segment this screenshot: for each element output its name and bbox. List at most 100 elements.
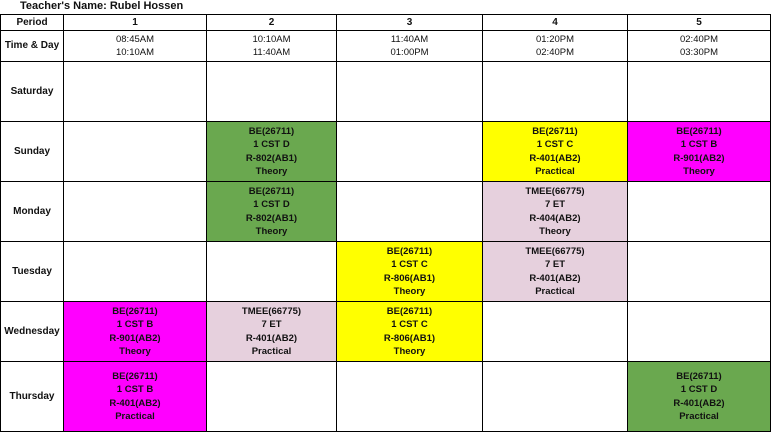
time-start: 08:45AM	[115, 33, 155, 45]
time-start: 11:40AM	[390, 33, 429, 45]
slot-course: BE(26711)	[248, 185, 295, 197]
time-end: 10:10AM	[115, 47, 155, 58]
teacher-name: Teacher's Name: Rubel Hossen	[20, 0, 184, 12]
day-row: Saturday	[0, 61, 771, 122]
empty-slot	[627, 241, 771, 302]
slot-group: 1 CST D	[680, 384, 718, 395]
slot-group: 1 CST B	[116, 384, 154, 395]
slot-type: Theory	[119, 346, 151, 357]
day-label: Wednesday	[0, 301, 64, 362]
slot-group: 1 CST B	[116, 319, 154, 330]
class-slot: BE(26711) 1 CST C R-806(AB1) Theory	[336, 301, 483, 362]
class-slot: BE(26711) 1 CST B R-901(AB2) Theory	[63, 301, 207, 362]
empty-slot	[336, 361, 483, 432]
class-slot: TMEE(66775) 7 ET R-401(AB2) Practical	[482, 241, 628, 302]
slot-type: Theory	[683, 166, 715, 177]
slot-room: R-401(AB2)	[529, 272, 581, 284]
slot-group: 7 ET	[544, 259, 566, 270]
empty-slot	[627, 61, 771, 122]
slot-type: Practical	[535, 286, 575, 297]
slot-type: Theory	[255, 226, 288, 237]
period-number: 4	[482, 14, 628, 31]
slot-course: TMEE(66775)	[525, 245, 585, 257]
day-label: Sunday	[0, 121, 64, 182]
period-number: 1	[63, 14, 207, 31]
slot-group: 1 CST D	[253, 199, 290, 210]
empty-slot	[63, 181, 207, 242]
day-label: Monday	[0, 181, 64, 242]
time-end: 03:30PM	[679, 47, 719, 58]
empty-slot	[627, 301, 771, 362]
slot-group: 7 ET	[261, 319, 282, 330]
class-slot: TMEE(66775) 7 ET R-401(AB2) Practical	[206, 301, 337, 362]
slot-room: R-401(AB2)	[245, 332, 298, 344]
class-slot: BE(26711) 1 CST D R-802(AB1) Theory	[206, 181, 337, 242]
slot-course: BE(26711)	[676, 370, 722, 382]
class-slot: TMEE(66775) 7 ET R-404(AB2) Theory	[482, 181, 628, 242]
day-label: Tuesday	[0, 241, 64, 302]
slot-room: R-806(AB1)	[383, 272, 436, 284]
period-time: 11:40AM 01:00PM	[336, 30, 483, 62]
time-start: 02:40PM	[679, 33, 719, 45]
empty-slot	[482, 61, 628, 122]
slot-type: Practical	[251, 346, 292, 357]
slot-group: 1 CST B	[680, 139, 718, 150]
class-slot: BE(26711) 1 CST D R-401(AB2) Practical	[627, 361, 771, 432]
slot-room: R-901(AB2)	[109, 332, 161, 344]
time-end: 01:00PM	[390, 47, 429, 58]
slot-group: 1 CST D	[253, 139, 290, 150]
time-start: 01:20PM	[535, 33, 575, 45]
class-slot: BE(26711) 1 CST B R-901(AB2) Theory	[627, 121, 771, 182]
empty-slot	[627, 181, 771, 242]
time-day-label: Time & Day	[0, 30, 64, 62]
slot-group: 7 ET	[544, 199, 566, 210]
empty-slot	[206, 61, 337, 122]
class-slot: BE(26711) 1 CST B R-401(AB2) Practical	[63, 361, 207, 432]
day-row: Wednesday BE(26711) 1 CST B R-901(AB2) Theor…	[0, 301, 771, 362]
time-end: 02:40PM	[535, 47, 575, 58]
time-end: 11:40AM	[252, 47, 291, 58]
empty-slot	[482, 361, 628, 432]
slot-course: BE(26711)	[532, 125, 578, 137]
period-label: Period	[0, 14, 64, 31]
empty-slot	[336, 61, 483, 122]
slot-room: R-404(AB2)	[529, 212, 581, 224]
slot-room: R-802(AB1)	[245, 212, 298, 224]
slot-course: BE(26711)	[676, 125, 722, 137]
class-slot: BE(26711) 1 CST C R-401(AB2) Practical	[482, 121, 628, 182]
period-time: 02:40PM 03:30PM	[627, 30, 771, 62]
empty-slot	[482, 301, 628, 362]
slot-group: 1 CST C	[536, 139, 574, 150]
empty-slot	[206, 361, 337, 432]
day-row: Monday BE(26711) 1 CST D R-802(AB1) Theory TM…	[0, 181, 771, 242]
empty-slot	[63, 121, 207, 182]
slot-type: Theory	[393, 346, 426, 357]
slot-course: TMEE(66775)	[241, 305, 302, 317]
day-row: Thursday BE(26711) 1 CST B R-401(AB2) Practi…	[0, 361, 771, 432]
slot-group: 1 CST C	[391, 319, 428, 330]
empty-slot	[336, 121, 483, 182]
slot-group: 1 CST C	[391, 259, 428, 270]
period-number: 5	[627, 14, 771, 31]
class-slot: BE(26711) 1 CST D R-802(AB1) Theory	[206, 121, 337, 182]
day-label: Saturday	[0, 61, 64, 122]
slot-room: R-401(AB2)	[673, 397, 725, 409]
time-row: Time & Day 08:45AM 10:10AM 10:10AM 11:40AM 1…	[0, 30, 771, 62]
empty-slot	[206, 241, 337, 302]
slot-type: Theory	[255, 166, 288, 177]
slot-room: R-401(AB2)	[109, 397, 161, 409]
slot-course: BE(26711)	[386, 245, 433, 257]
day-label: Thursday	[0, 361, 64, 432]
day-row: Tuesday BE(26711) 1 CST C R-806(AB1) Theory T…	[0, 241, 771, 302]
period-time: 10:10AM 11:40AM	[206, 30, 337, 62]
empty-slot	[63, 61, 207, 122]
slot-room: R-901(AB2)	[673, 152, 725, 164]
slot-type: Theory	[539, 226, 571, 237]
slot-course: BE(26711)	[386, 305, 433, 317]
slot-course: BE(26711)	[112, 370, 158, 382]
class-slot: BE(26711) 1 CST C R-806(AB1) Theory	[336, 241, 483, 302]
slot-course: BE(26711)	[248, 125, 295, 137]
period-time: 01:20PM 02:40PM	[482, 30, 628, 62]
slot-room: R-401(AB2)	[529, 152, 581, 164]
